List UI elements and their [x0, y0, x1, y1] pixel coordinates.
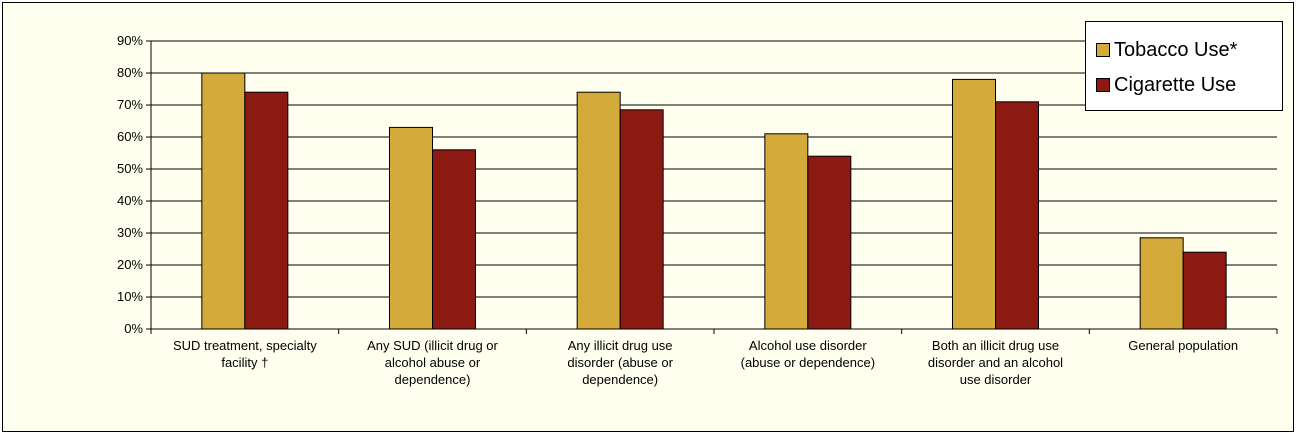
x-category-label-line: Both an illicit drug use [932, 338, 1059, 353]
x-category-label-line: disorder (abuse or [567, 355, 673, 370]
bar-cigarette [995, 101, 1039, 330]
x-category-label: Alcohol use disorder (abuse or dependence… [741, 338, 875, 370]
bars [201, 72, 1227, 330]
x-category-label: General population [1128, 338, 1238, 353]
bar-cigarette [1182, 251, 1227, 330]
x-category-label-line: General population [1128, 338, 1238, 353]
x-category-labels: SUD treatment, specialty facility † Any SU… [173, 338, 1238, 387]
x-category-label: SUD treatment, specialty facility † [173, 338, 317, 370]
legend-item-cigarette: Cigarette Use [1096, 71, 1236, 99]
bar-cigarette [619, 109, 664, 330]
x-category-label: Both an illicit drug use disorder and an … [928, 338, 1063, 387]
y-tick-label: 80% [117, 65, 143, 80]
y-tick-label: 0% [124, 321, 143, 336]
y-tick-labels: 0% 10% 20% 30% 40% 50% 60% 70% 80% 90% [117, 33, 143, 336]
x-category-label-line: dependence) [582, 372, 658, 387]
y-tick-label: 40% [117, 193, 143, 208]
x-category-label-line: alcohol abuse or [385, 355, 481, 370]
bar-tobacco [1139, 237, 1184, 330]
bar-tobacco [201, 72, 246, 330]
bar-tobacco [389, 126, 433, 330]
bar-chart: 0% 10% 20% 30% 40% 50% 60% 70% 80% 90% SUD treatm… [117, 33, 1278, 387]
x-category-label-line: Alcohol use disorder [749, 338, 867, 353]
bar-tobacco [576, 91, 621, 330]
legend-item-tobacco: Tobacco Use* [1096, 36, 1237, 64]
x-category-label-line: (abuse or dependence) [741, 355, 875, 370]
y-tick-label: 90% [117, 33, 143, 48]
bar-cigarette [244, 91, 289, 330]
bar-cigarette [432, 149, 476, 330]
legend-swatch-cigarette [1096, 78, 1110, 92]
y-tick-label: 60% [117, 129, 143, 144]
y-tick-label: 30% [117, 225, 143, 240]
x-category-label-line: Any SUD (illicit drug or [367, 338, 498, 353]
axes [150, 41, 1278, 334]
legend-label-cigarette: Cigarette Use [1114, 73, 1237, 96]
x-category-label-line: Any illicit drug use [568, 338, 673, 353]
bar-tobacco [764, 133, 809, 330]
x-category-label-line: SUD treatment, specialty [173, 338, 317, 353]
y-tick-label: 50% [117, 161, 143, 176]
y-tick-label: 10% [117, 289, 143, 304]
y-tick-label: 20% [117, 257, 143, 272]
x-category-label: Any SUD (illicit drug or alcohol abuse or… [367, 338, 498, 387]
bar-cigarette [807, 155, 852, 330]
x-category-label-line: disorder and an alcohol [928, 355, 1063, 370]
y-tick-label: 70% [117, 97, 143, 112]
legend-swatch-tobacco [1096, 43, 1110, 57]
x-category-label-line: use disorder [960, 372, 1032, 387]
x-category-label-line: dependence) [395, 372, 471, 387]
legend-label-tobacco: Tobacco Use* [1114, 38, 1238, 61]
legend: Tobacco Use* Cigarette Use [1085, 21, 1283, 111]
x-category-label: Any illicit drug use disorder (abuse or de… [567, 338, 673, 387]
bar-tobacco [952, 78, 996, 330]
x-category-label-line: facility † [221, 355, 268, 370]
